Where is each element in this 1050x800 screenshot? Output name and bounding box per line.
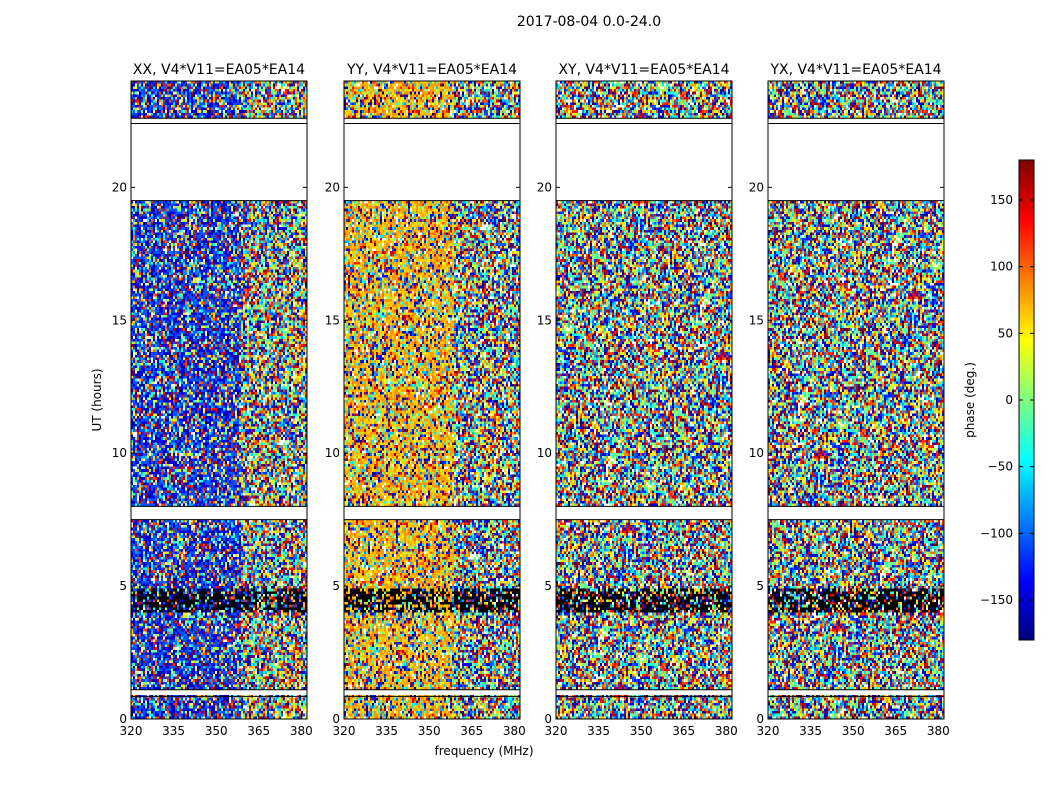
panel-0: XX, V4*V11=EA05*EA14 320 335 350 365 380 0 5 10 1… bbox=[90, 62, 313, 738]
y-tick-label: 20 bbox=[537, 180, 552, 194]
panel-2: XY, V4*V11=EA05*EA14 320 335 350 365 380 0 5 10 1… bbox=[537, 62, 738, 738]
panel-title: YX, V4*V11=EA05*EA14 bbox=[769, 62, 941, 78]
x-tick-label: 320 bbox=[545, 724, 568, 738]
y-tick-label: 20 bbox=[749, 180, 764, 194]
x-tick-label: 350 bbox=[842, 724, 865, 738]
x-tick-label: 365 bbox=[884, 724, 907, 738]
colorbar-tick-label: 100 bbox=[990, 260, 1013, 274]
colorbar-tick-label: −150 bbox=[980, 593, 1013, 607]
panel-frame bbox=[767, 80, 945, 720]
colorbar-tick-label: 0 bbox=[1005, 393, 1013, 407]
y-tick-label: 0 bbox=[119, 712, 127, 726]
x-tick-label: 350 bbox=[630, 724, 653, 738]
panels: XX, V4*V11=EA05*EA14 320 335 350 365 380 0 5 10 1… bbox=[90, 62, 950, 758]
colorbar: 150 100 50 0 −50 −100 −150 phase (deg.) bbox=[963, 159, 1035, 641]
y-tick-label: 0 bbox=[544, 712, 552, 726]
panel-1: YY, V4*V11=EA05*EA14 320 335 350 365 380 0 5 10 1… bbox=[325, 62, 534, 758]
y-tick-label: 10 bbox=[325, 446, 340, 460]
x-axis-label: frequency (MHz) bbox=[434, 744, 533, 758]
panel-frame bbox=[130, 80, 308, 720]
x-tick-label: 365 bbox=[672, 724, 695, 738]
y-tick-label: 5 bbox=[756, 579, 764, 593]
x-tick-label: 350 bbox=[205, 724, 228, 738]
y-tick-label: 15 bbox=[112, 313, 127, 327]
y-tick-label: 10 bbox=[112, 446, 127, 460]
panel-title: XY, V4*V11=EA05*EA14 bbox=[558, 62, 729, 78]
x-tick-label: 380 bbox=[715, 724, 738, 738]
y-tick-label: 0 bbox=[332, 712, 340, 726]
colorbar-label: phase (deg.) bbox=[963, 362, 977, 438]
y-axis-label: UT (hours) bbox=[90, 368, 104, 431]
heatmap-image bbox=[131, 81, 307, 719]
panel-frame bbox=[343, 80, 521, 720]
colorbar-tick-label: −50 bbox=[988, 460, 1013, 474]
y-tick-label: 5 bbox=[119, 579, 127, 593]
y-tick-label: 15 bbox=[749, 313, 764, 327]
x-tick-label: 365 bbox=[247, 724, 270, 738]
heatmap-image bbox=[344, 81, 520, 719]
panel-3: YX, V4*V11=EA05*EA14 320 335 350 365 380 0 5 10 1… bbox=[749, 62, 950, 738]
y-tick-label: 20 bbox=[325, 180, 340, 194]
x-tick-label: 335 bbox=[375, 724, 398, 738]
colorbar-tick-label: 50 bbox=[998, 326, 1013, 340]
x-tick-label: 320 bbox=[120, 724, 143, 738]
y-tick-label: 5 bbox=[544, 579, 552, 593]
x-tick-label: 335 bbox=[162, 724, 185, 738]
y-tick-label: 10 bbox=[749, 446, 764, 460]
x-tick-label: 335 bbox=[587, 724, 610, 738]
x-tick-label: 335 bbox=[799, 724, 822, 738]
colorbar-tick-label: 150 bbox=[990, 193, 1013, 207]
x-tick-label: 380 bbox=[927, 724, 950, 738]
heatmap-image bbox=[556, 81, 732, 719]
x-tick-label: 380 bbox=[290, 724, 313, 738]
figure-suptitle: 2017-08-04 0.0-24.0 bbox=[517, 14, 661, 30]
x-tick-label: 380 bbox=[503, 724, 526, 738]
panel-title: YY, V4*V11=EA05*EA14 bbox=[346, 62, 517, 78]
colorbar-ticks: 150 100 50 0 −50 −100 −150 bbox=[980, 193, 1034, 607]
y-tick-label: 5 bbox=[332, 579, 340, 593]
panel-frame bbox=[555, 80, 733, 720]
y-tick-label: 15 bbox=[537, 313, 552, 327]
x-tick-label: 320 bbox=[757, 724, 780, 738]
y-tick-label: 15 bbox=[325, 313, 340, 327]
x-tick-label: 365 bbox=[460, 724, 483, 738]
x-tick-label: 350 bbox=[418, 724, 441, 738]
y-tick-label: 0 bbox=[756, 712, 764, 726]
x-tick-label: 320 bbox=[333, 724, 356, 738]
colorbar-tick-label: −100 bbox=[980, 526, 1013, 540]
y-tick-label: 10 bbox=[537, 446, 552, 460]
y-tick-label: 20 bbox=[112, 180, 127, 194]
heatmap-image bbox=[768, 81, 944, 719]
panel-title: XX, V4*V11=EA05*EA14 bbox=[133, 62, 305, 78]
